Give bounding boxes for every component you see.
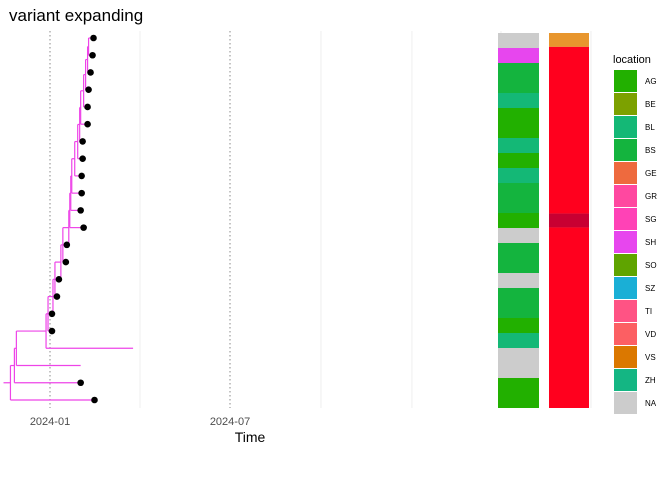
legend-label: SH	[645, 238, 656, 247]
tip-point	[79, 138, 86, 145]
heatmap-cell	[498, 48, 539, 63]
chart-title: variant expanding	[9, 6, 143, 25]
tip-point	[55, 276, 63, 283]
legend-label: SO	[645, 261, 657, 270]
heatmap-cell	[498, 288, 539, 318]
legend-key	[614, 392, 637, 414]
tip-point	[89, 51, 96, 59]
heatmap-cell	[498, 108, 539, 138]
heatmap-cell	[498, 348, 539, 378]
tip-point	[84, 120, 91, 128]
heatmap-cell	[498, 168, 539, 183]
x-axis-title: Time	[235, 429, 266, 445]
legend-key	[614, 277, 637, 299]
heatmap-cell	[549, 46, 589, 214]
heatmap-cell	[498, 63, 539, 93]
legend-key	[614, 254, 637, 276]
legend-label: AG	[645, 77, 657, 86]
heatmap-cell	[498, 33, 539, 48]
tip-point	[80, 224, 87, 231]
x-tick-label: 2024-01	[30, 416, 70, 428]
heatmap-cell	[498, 378, 539, 408]
legend: location AG BE BL BS GE GR SG SH SO SZ TI VD VS ZH NA	[613, 54, 657, 414]
heatmap-cell	[498, 138, 539, 153]
tip-point	[79, 155, 86, 162]
heatmap-cell	[549, 227, 589, 408]
x-axis: 2024-01 2024-07	[30, 416, 250, 428]
heatmap	[498, 33, 589, 408]
legend-key	[614, 162, 637, 184]
legend-label: NA	[645, 399, 657, 408]
tip-point	[63, 241, 71, 249]
legend-key	[614, 231, 637, 253]
tip-point	[78, 189, 85, 197]
heatmap-cell	[549, 213, 589, 228]
tip-point	[84, 103, 91, 111]
heatmap-cell	[498, 183, 539, 213]
legend-label: GE	[645, 169, 657, 178]
legend-label: SG	[645, 215, 657, 224]
tip-point	[77, 207, 84, 214]
legend-label: GR	[645, 192, 657, 201]
legend-key	[614, 70, 637, 92]
legend-key	[614, 185, 637, 207]
legend-label: BL	[645, 123, 655, 132]
legend-key	[614, 300, 637, 322]
tip-point	[48, 310, 56, 318]
legend-key	[614, 346, 637, 368]
legend-label: SZ	[645, 284, 655, 293]
legend-label: VS	[645, 353, 656, 362]
tree	[3, 34, 134, 404]
heatmap-cell	[498, 243, 539, 273]
legend-key	[614, 323, 637, 345]
heatmap-cell	[498, 273, 539, 288]
tip-point	[90, 34, 97, 42]
legend-key	[614, 139, 637, 161]
legend-label: BE	[645, 100, 656, 109]
tip-point	[48, 327, 56, 335]
legend-key	[614, 369, 637, 391]
legend-key	[614, 93, 637, 115]
tip-point	[78, 172, 85, 180]
heatmap-cell	[498, 333, 539, 348]
x-tick-label: 2024-07	[210, 416, 250, 428]
heatmap-cell	[498, 213, 539, 228]
legend-key	[614, 116, 637, 138]
heatmap-cell	[549, 33, 589, 47]
tip-point	[85, 86, 92, 94]
heatmap-cell	[498, 228, 539, 243]
legend-title: location	[613, 54, 651, 66]
heatmap-cell	[498, 93, 539, 108]
tip-point	[53, 293, 61, 300]
legend-key	[614, 208, 637, 230]
legend-label: ZH	[645, 376, 656, 385]
heatmap-cell	[498, 318, 539, 333]
tip-point	[77, 379, 84, 387]
tip-point	[62, 258, 70, 266]
tip-point	[91, 396, 98, 404]
legend-label: BS	[645, 146, 656, 155]
heatmap-cell	[498, 153, 539, 168]
tip-point	[87, 69, 94, 76]
legend-label: VD	[645, 330, 656, 339]
legend-label: TI	[645, 307, 652, 316]
